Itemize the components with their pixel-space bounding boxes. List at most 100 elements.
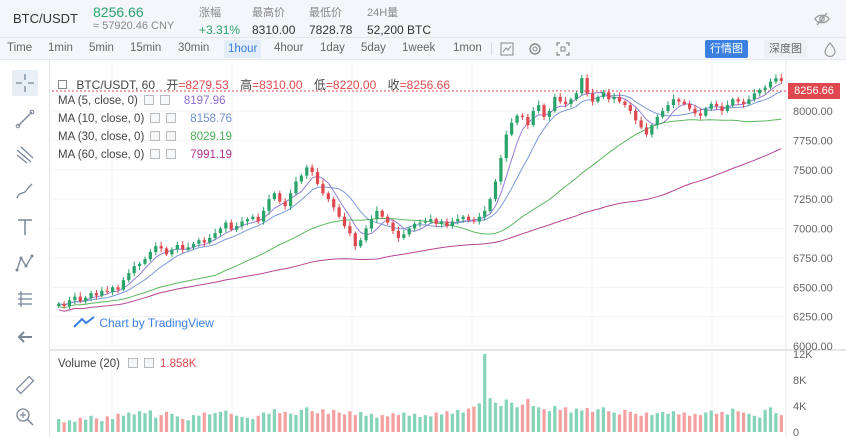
volume-legend: Volume (20) 1.858K <box>58 358 196 370</box>
settings-icon[interactable] <box>150 149 161 159</box>
candle-body <box>288 193 293 207</box>
trend-line-icon[interactable] <box>12 106 38 132</box>
volume-bar <box>62 422 66 432</box>
close-icon[interactable] <box>166 149 177 159</box>
fib-tool-icon[interactable] <box>12 142 38 168</box>
eye-off-icon[interactable] <box>814 11 830 27</box>
prediction-tool-icon[interactable] <box>12 286 38 312</box>
settings-icon[interactable] <box>150 113 161 123</box>
candle-body <box>364 228 368 241</box>
interval-1day[interactable]: 1day <box>320 42 345 54</box>
interval-5min[interactable]: 5min <box>89 42 114 54</box>
interval-time[interactable]: Time <box>7 42 33 54</box>
candle-body <box>596 96 600 102</box>
brush-icon[interactable] <box>12 178 38 204</box>
interval-1hour[interactable]: 1hour <box>224 40 262 58</box>
ma60-legend: MA (60, close, 0) 7991.19 <box>58 149 232 161</box>
zoom-icon[interactable] <box>12 404 38 430</box>
candle-body <box>574 93 579 100</box>
candle-body <box>137 263 142 267</box>
volume-bar <box>596 409 600 432</box>
interval-5day[interactable]: 5day <box>361 42 386 54</box>
volume-bar <box>240 417 244 432</box>
back-arrow-icon[interactable] <box>12 324 38 350</box>
volume-bar <box>159 415 163 432</box>
volume-bar <box>380 415 384 432</box>
volume-bar <box>763 409 767 432</box>
volume-bar <box>731 408 735 432</box>
volume-24h-stat: 24H量 52,200 BTC <box>367 4 431 37</box>
ruler-icon[interactable] <box>12 372 38 398</box>
kline-view-button[interactable]: 行情图 <box>705 40 748 58</box>
volume-bar <box>688 415 692 432</box>
volume-bar <box>677 414 681 432</box>
volume-series <box>57 354 783 432</box>
candle-body <box>396 230 401 238</box>
volume-bar <box>580 410 584 432</box>
volume-bar <box>553 406 557 432</box>
candle-body <box>563 101 568 104</box>
candle-body <box>709 103 713 109</box>
text-tool-icon[interactable] <box>12 214 38 240</box>
candle-body <box>515 115 519 123</box>
depth-view-button[interactable]: 深度图 <box>764 40 807 58</box>
ma60-label: MA (60, close, 0) <box>58 149 145 161</box>
volume-bar <box>73 421 77 432</box>
chart-grid <box>50 60 846 437</box>
ma30-value: 8029.19 <box>190 131 232 143</box>
close-icon[interactable] <box>166 131 177 141</box>
candle-body <box>100 290 104 296</box>
volume-bar <box>299 409 303 432</box>
volume-bar <box>321 409 325 432</box>
pattern-tool-icon[interactable] <box>12 250 38 276</box>
candle-body <box>450 221 454 227</box>
interval-4hour[interactable]: 4hour <box>274 42 304 54</box>
crosshair-icon[interactable] <box>12 70 38 96</box>
fullscreen-icon[interactable] <box>555 41 571 57</box>
volume-bar <box>111 419 115 432</box>
tradingview-watermark[interactable]: Chart by TradingView <box>72 316 214 330</box>
close-icon[interactable] <box>144 358 155 368</box>
volume-bar <box>520 404 525 432</box>
collapse-icon[interactable] <box>58 80 67 89</box>
volume-bar <box>418 417 422 432</box>
volume-bar <box>67 420 72 432</box>
settings-icon[interactable] <box>143 95 154 105</box>
settings-icon[interactable] <box>128 358 139 368</box>
volume-bar <box>294 415 298 432</box>
candle-body <box>67 300 72 307</box>
interval-1week[interactable]: 1week <box>402 42 436 54</box>
candlestick-series <box>57 73 783 310</box>
candle-body <box>677 99 681 102</box>
close-icon[interactable] <box>166 113 177 123</box>
interval-30min[interactable]: 30min <box>178 42 210 54</box>
candle-body <box>224 222 228 229</box>
close-icon[interactable] <box>159 95 170 105</box>
droplet-theme-icon[interactable] <box>822 41 838 57</box>
candle-body <box>305 167 309 176</box>
volume-bar <box>245 417 250 432</box>
volume-bar <box>337 412 341 432</box>
last-price: 8256.66 <box>93 4 144 20</box>
interval-15min[interactable]: 15min <box>130 42 162 54</box>
candle-body <box>73 296 77 301</box>
pair-name: BTC/USDT <box>13 11 78 26</box>
change-label: 涨幅 <box>199 7 221 19</box>
volume-bar <box>164 411 169 432</box>
volume-bar <box>89 415 93 432</box>
settings-gear-icon[interactable] <box>527 41 543 57</box>
volume-bar <box>526 398 530 432</box>
volume-bar <box>423 415 428 432</box>
candle-body <box>526 116 530 126</box>
settings-icon[interactable] <box>150 131 161 141</box>
volume-bar <box>386 416 390 432</box>
volume-bar <box>261 412 266 432</box>
volume-bar <box>612 412 616 432</box>
volume-tick-label: 8K <box>793 375 807 387</box>
interval-1mon[interactable]: 1mon <box>453 42 482 54</box>
candle-body <box>569 99 573 104</box>
chart-type-icon[interactable] <box>499 41 515 57</box>
candle-body <box>774 78 778 82</box>
interval-1min[interactable]: 1min <box>48 42 73 54</box>
